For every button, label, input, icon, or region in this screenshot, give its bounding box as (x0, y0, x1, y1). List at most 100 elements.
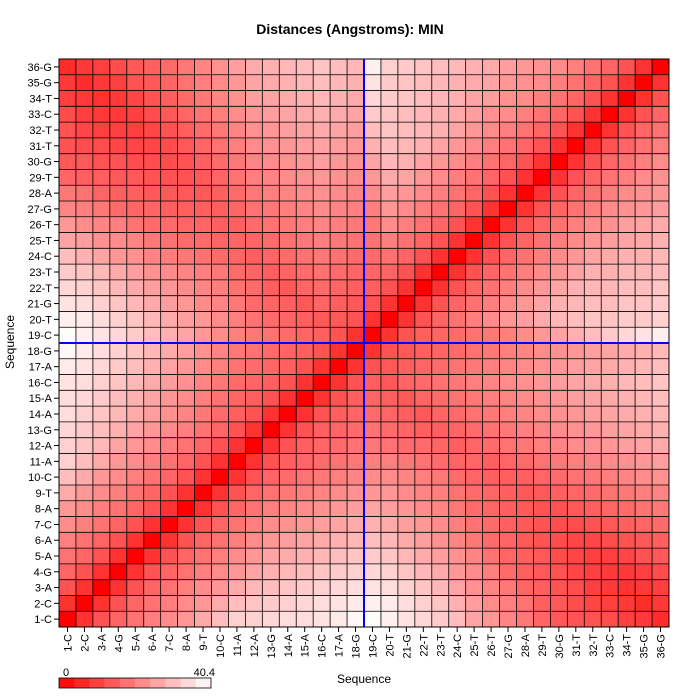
heatmap-cell (194, 532, 212, 549)
heatmap-cell (143, 201, 161, 218)
heatmap-cell (211, 532, 229, 549)
heatmap-cell (245, 137, 263, 154)
heatmap-cell (465, 311, 483, 328)
heatmap-cell (652, 374, 670, 391)
heatmap-cell (194, 563, 212, 580)
heatmap-cell (533, 74, 551, 91)
heatmap-cell (228, 374, 246, 391)
heatmap-cell (75, 595, 94, 612)
heatmap-cell (75, 279, 94, 296)
heatmap-cell (414, 185, 433, 202)
heatmap-cell (431, 106, 450, 123)
heatmap-cell (567, 390, 585, 407)
heatmap-cell (347, 532, 365, 549)
heatmap-cell (499, 264, 517, 281)
heatmap-cell (414, 201, 433, 218)
heatmap-cell (364, 611, 382, 628)
heatmap-cell (177, 90, 195, 107)
heatmap-cell (279, 500, 297, 517)
heatmap-cell (364, 453, 382, 470)
heatmap-cell (567, 90, 585, 107)
heatmap-cell (414, 311, 433, 328)
heatmap-cell (448, 343, 466, 360)
heatmap-cell (245, 343, 263, 360)
heatmap-cell (143, 185, 161, 202)
heatmap-cell (330, 122, 348, 139)
heatmap-cell (499, 390, 517, 407)
y-tick-label: 13-G (28, 425, 52, 437)
heatmap-cell (245, 169, 263, 186)
heatmap-cell (448, 516, 466, 533)
heatmap-cell (59, 201, 77, 218)
heatmap-cell (143, 343, 161, 360)
heatmap-cell (618, 153, 636, 170)
heatmap-cell (313, 579, 331, 596)
heatmap-cell (499, 374, 517, 391)
heatmap-cell (448, 169, 466, 186)
heatmap-cell (59, 579, 77, 596)
heatmap-cell (279, 453, 297, 470)
heatmap-cell (245, 311, 263, 328)
heatmap-cell (59, 279, 77, 296)
heatmap-cell (618, 469, 636, 486)
heatmap-cell (397, 279, 416, 296)
y-tick-label: 36-G (28, 62, 52, 74)
heatmap-cell (92, 59, 111, 76)
heatmap-cell (228, 343, 246, 360)
heatmap-cell (211, 216, 229, 233)
heatmap-cell (431, 153, 450, 170)
heatmap-cell (347, 453, 365, 470)
heatmap-cell (59, 311, 77, 328)
heatmap-cell (618, 437, 636, 454)
heatmap-cell (177, 437, 195, 454)
heatmap-cell (160, 485, 178, 502)
heatmap-cell (177, 216, 195, 233)
heatmap-cell (397, 358, 416, 375)
heatmap-cell (59, 232, 77, 249)
heatmap-cell (601, 579, 619, 596)
heatmap-cell (75, 358, 94, 375)
heatmap-cell (330, 579, 348, 596)
colorbar-swatch (150, 678, 166, 688)
heatmap-cell (126, 137, 145, 154)
heatmap-cell (296, 374, 314, 391)
heatmap-cell (364, 264, 382, 281)
heatmap-cell (262, 201, 280, 218)
heatmap-cell (347, 548, 365, 565)
heatmap-cell (380, 358, 399, 375)
heatmap-cell (160, 216, 178, 233)
heatmap-cell (584, 90, 602, 107)
heatmap-cell (59, 343, 77, 360)
heatmap-cell (448, 59, 466, 76)
heatmap-cell (516, 216, 534, 233)
heatmap-cell (414, 279, 433, 296)
heatmap-cell (177, 532, 195, 549)
heatmap-cell (262, 390, 280, 407)
heatmap-cell (550, 74, 568, 91)
heatmap-cell (465, 216, 483, 233)
heatmap-cell (194, 485, 212, 502)
heatmap-cell (448, 153, 466, 170)
heatmap-cell (75, 201, 94, 218)
heatmap-cell (584, 343, 602, 360)
heatmap-cell (414, 406, 433, 423)
heatmap-cell (177, 579, 195, 596)
heatmap-cell (516, 437, 534, 454)
heatmap-cell (652, 279, 670, 296)
colorbar-swatch (74, 678, 90, 688)
heatmap-cell (279, 343, 297, 360)
heatmap-cell (279, 406, 297, 423)
heatmap-cell (245, 122, 263, 139)
heatmap-cell (262, 232, 280, 249)
heatmap-cell (550, 264, 568, 281)
heatmap-cell (126, 453, 145, 470)
heatmap-cell (364, 311, 382, 328)
heatmap-cell (618, 327, 636, 344)
heatmap-cell (296, 469, 314, 486)
heatmap-cell (211, 153, 229, 170)
heatmap-cell (160, 122, 178, 139)
heatmap-cell (313, 374, 331, 391)
heatmap-cell (584, 153, 602, 170)
y-tick-label: 6-A (35, 535, 53, 547)
heatmap-cell (635, 563, 653, 580)
